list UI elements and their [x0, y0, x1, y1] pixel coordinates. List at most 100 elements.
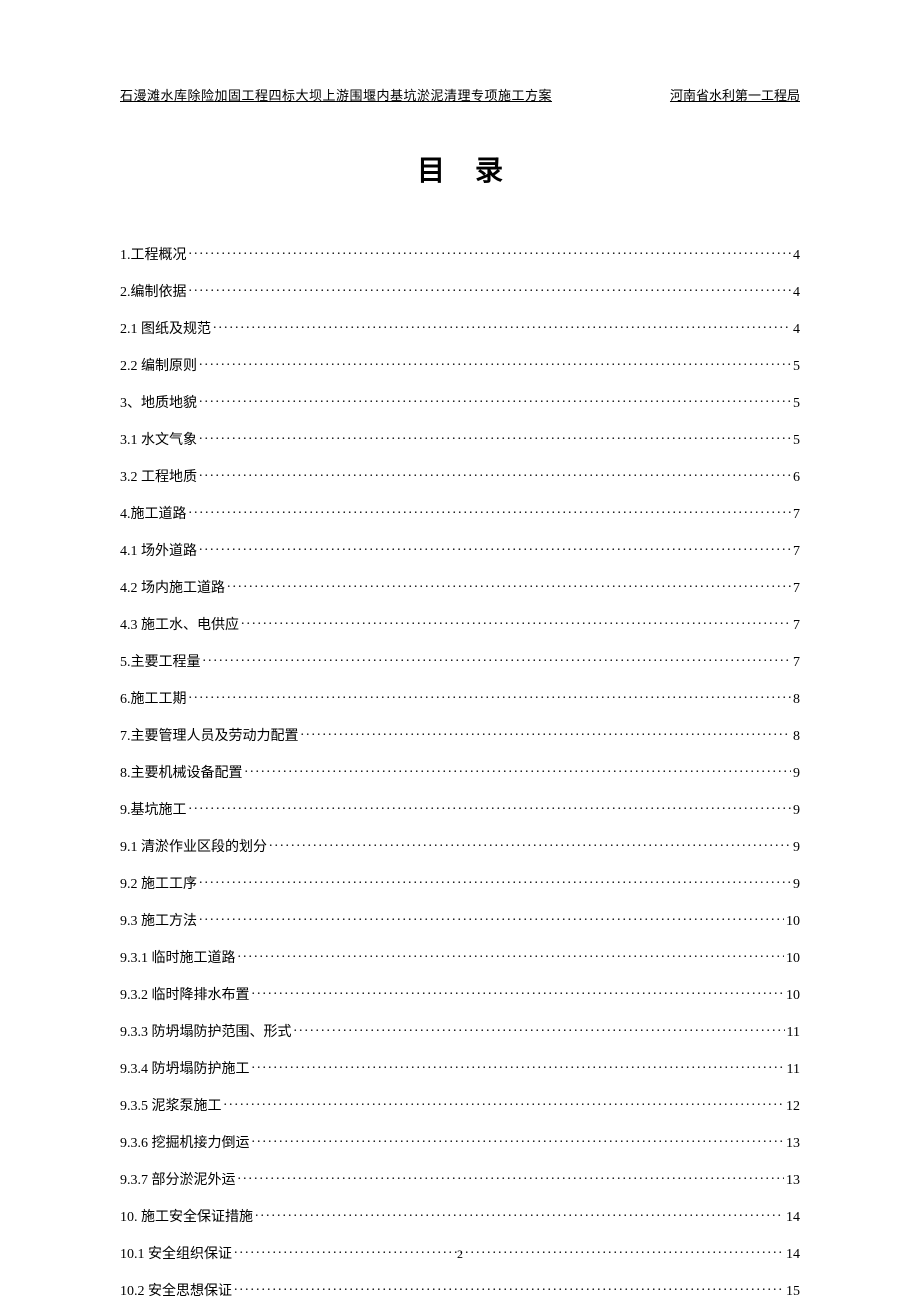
toc-item-page: 7	[793, 544, 800, 560]
toc-dots	[245, 763, 792, 777]
page-title: 目录	[120, 149, 800, 189]
toc-item-label: 9.3.7 部分淤泥外运	[120, 1169, 236, 1189]
toc-item: 9.3.6 挖掘机接力倒运13	[120, 1132, 800, 1152]
toc-item-label: 4.施工道路	[120, 503, 187, 523]
toc-dots	[252, 1059, 785, 1073]
toc-item-page: 5	[793, 396, 800, 412]
header-left-text: 石漫滩水库除险加固工程四标大坝上游围堰内基坑淤泥清理专项施工方案	[120, 85, 552, 104]
toc-dots	[199, 430, 791, 444]
toc-item-label: 9.1 清淤作业区段的划分	[120, 836, 267, 856]
toc-item-page: 13	[786, 1136, 800, 1152]
toc-dots	[189, 282, 792, 296]
toc-item: 4.3 施工水、电供应7	[120, 614, 800, 634]
toc-item: 5.主要工程量7	[120, 651, 800, 671]
toc-item-page: 12	[786, 1099, 800, 1115]
toc-dots	[199, 467, 791, 481]
toc-item: 9.基坑施工 9	[120, 799, 800, 819]
toc-item-page: 9	[793, 803, 800, 819]
toc-dots	[255, 1207, 784, 1221]
page-container: 石漫滩水库除险加固工程四标大坝上游围堰内基坑淤泥清理专项施工方案 河南省水利第一…	[0, 0, 920, 1302]
toc-item: 1.工程概况 4	[120, 244, 800, 264]
toc-item-page: 6	[793, 470, 800, 486]
toc-dots	[199, 541, 791, 555]
toc-dots	[252, 985, 785, 999]
toc-dots	[301, 726, 792, 740]
toc-item-label: 4.1 场外道路	[120, 540, 197, 560]
toc-item-label: 9.基坑施工	[120, 799, 187, 819]
toc-item-label: 9.3.1 临时施工道路	[120, 947, 236, 967]
toc-dots	[224, 1096, 785, 1110]
toc-item-page: 10	[786, 988, 800, 1004]
toc-dots	[294, 1022, 785, 1036]
toc-item-label: 9.3.5 泥浆泵施工	[120, 1095, 222, 1115]
toc-item-label: 10.2 安全思想保证	[120, 1280, 232, 1300]
toc-item: 3、地质地貌 5	[120, 392, 800, 412]
toc-item-label: 9.3.4 防坍塌防护施工	[120, 1058, 250, 1078]
toc-item: 9.3.4 防坍塌防护施工 11	[120, 1058, 800, 1078]
toc-item: 10.2 安全思想保证 15	[120, 1280, 800, 1300]
toc-item: 3.1 水文气象 5	[120, 429, 800, 449]
toc-dots	[199, 911, 784, 925]
toc-item-page: 11	[787, 1062, 800, 1078]
toc-dots	[199, 874, 791, 888]
toc-item-page: 5	[793, 359, 800, 375]
toc-item: 9.3.7 部分淤泥外运 13	[120, 1169, 800, 1189]
toc-item: 2.编制依据4	[120, 281, 800, 301]
toc-item-label: 9.3.3 防坍塌防护范围、形式	[120, 1021, 292, 1041]
toc-item: 6.施工工期 8	[120, 688, 800, 708]
toc-item: 2.2 编制原则5	[120, 355, 800, 375]
toc-item-label: 8.主要机械设备配置	[120, 762, 243, 782]
toc-item: 10. 施工安全保证措施 14	[120, 1206, 800, 1226]
toc-item-label: 9.3 施工方法	[120, 910, 197, 930]
toc-item: 7.主要管理人员及劳动力配置 8	[120, 725, 800, 745]
toc-item-label: 3.1 水文气象	[120, 429, 197, 449]
toc-item-page: 4	[793, 248, 800, 264]
toc-dots	[234, 1281, 784, 1295]
toc-dots	[238, 1170, 785, 1184]
toc-item: 3.2 工程地质6	[120, 466, 800, 486]
toc-dots	[238, 948, 785, 962]
toc-item-label: 4.2 场内施工道路	[120, 577, 225, 597]
toc-dots	[213, 319, 791, 333]
toc-item-label: 6.施工工期	[120, 688, 187, 708]
toc-item-page: 8	[793, 729, 800, 745]
toc-item-page: 14	[786, 1210, 800, 1226]
toc-item-label: 2.1 图纸及规范	[120, 318, 211, 338]
toc-list: 1.工程概况42.编制依据42.1 图纸及规范42.2 编制原则53、地质地貌5…	[120, 244, 800, 1300]
toc-item: 2.1 图纸及规范 4	[120, 318, 800, 338]
toc-item-page: 7	[793, 618, 800, 634]
toc-dots	[189, 800, 792, 814]
page-number: 2	[457, 1247, 463, 1262]
toc-item-label: 1.工程概况	[120, 244, 187, 264]
toc-item-label: 9.3.2 临时降排水布置	[120, 984, 250, 1004]
toc-dots	[199, 393, 791, 407]
toc-dots	[269, 837, 791, 851]
toc-item-page: 11	[787, 1025, 800, 1041]
header-row: 石漫滩水库除险加固工程四标大坝上游围堰内基坑淤泥清理专项施工方案 河南省水利第一…	[120, 85, 800, 104]
header-right-text: 河南省水利第一工程局	[670, 85, 800, 104]
toc-item-page: 9	[793, 840, 800, 856]
toc-item-page: 4	[793, 285, 800, 301]
toc-item: 4.2 场内施工道路7	[120, 577, 800, 597]
toc-item: 9.3.1 临时施工道路 10	[120, 947, 800, 967]
toc-item-page: 10	[786, 951, 800, 967]
toc-dots	[189, 504, 792, 518]
toc-item-page: 8	[793, 692, 800, 708]
toc-item-page: 5	[793, 433, 800, 449]
toc-dots	[234, 1244, 784, 1258]
toc-item-page: 4	[793, 322, 800, 338]
toc-item-label: 9.2 施工工序	[120, 873, 197, 893]
toc-item-page: 9	[793, 766, 800, 782]
toc-item: 9.2 施工工序 9	[120, 873, 800, 893]
toc-item-label: 10. 施工安全保证措施	[120, 1206, 253, 1226]
toc-item-page: 9	[793, 877, 800, 893]
toc-item-label: 7.主要管理人员及劳动力配置	[120, 725, 299, 745]
toc-item-page: 7	[793, 507, 800, 523]
toc-item-label: 3、地质地貌	[120, 392, 197, 412]
toc-item-page: 15	[786, 1284, 800, 1300]
toc-dots	[189, 245, 792, 259]
toc-item: 9.3.3 防坍塌防护范围、形式 11	[120, 1021, 800, 1041]
toc-dots	[203, 652, 792, 666]
toc-item-page: 13	[786, 1173, 800, 1189]
toc-item: 9.3.5 泥浆泵施工 12	[120, 1095, 800, 1115]
